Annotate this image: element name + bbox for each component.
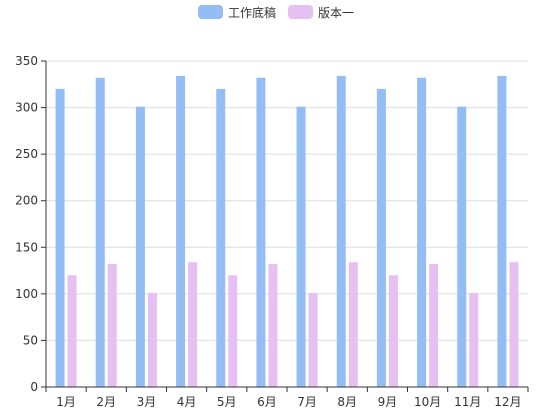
bar-series-1[interactable] [176,75,186,387]
bar-series-2[interactable] [429,264,439,387]
bar-series-2[interactable] [268,264,278,387]
x-tick-label: 5月 [217,395,237,409]
bar-series-1[interactable] [336,75,346,387]
bar-series-2[interactable] [509,262,519,387]
legend-swatch [198,5,223,19]
bar-series-2[interactable] [228,275,238,387]
bar-series-2[interactable] [308,292,318,387]
bar-series-1[interactable] [135,106,145,387]
bar-series-2[interactable] [348,262,358,387]
x-tick-label: 11月 [454,395,481,409]
y-tick-label: 200 [15,194,38,208]
legend-item-1[interactable]: 工作底稿 [198,5,276,20]
bar-series-2[interactable] [469,292,479,387]
x-tick-label: 10月 [414,395,441,409]
x-tick-label: 3月 [137,395,157,409]
bar-series-2[interactable] [107,264,117,387]
legend-label: 工作底稿 [228,5,276,20]
bar-series-1[interactable] [256,77,266,387]
x-tick-label: 1月 [56,395,76,409]
bar-series-1[interactable] [296,106,306,387]
x-tick-label: 4月 [177,395,197,409]
x-axis: 1月 2月 3月 4月 5月 6月 7月 8月 9月 10月 11月 12月 [45,386,529,409]
bar-series-2[interactable] [388,275,398,387]
bar-series-1[interactable] [55,88,65,387]
x-tick-label: 8月 [337,395,357,409]
bar-series-1[interactable] [457,106,467,387]
x-tick-label: 12月 [494,395,521,409]
grid-lines [46,60,528,341]
chart-legend[interactable]: 工作底稿 版本一 [198,5,354,20]
bar-series-1[interactable] [95,77,105,387]
bar-series-1[interactable] [216,88,226,387]
bar-series-2[interactable] [67,275,77,387]
x-tick-label: 6月 [257,395,277,409]
legend-item-2[interactable]: 版本一 [288,5,354,20]
bar-series-2[interactable] [147,292,157,387]
y-axis: 0 50 100 150 200 250 300 350 [15,54,47,394]
y-tick-label: 350 [15,54,38,68]
bar-series-1[interactable] [417,77,427,387]
y-tick-label: 100 [15,287,38,301]
y-tick-label: 50 [23,333,38,347]
bar-series-2[interactable] [188,262,198,387]
y-tick-label: 150 [15,240,38,254]
y-tick-label: 0 [30,380,38,394]
y-tick-label: 300 [15,101,38,115]
y-tick-label: 250 [15,147,38,161]
x-tick-label: 9月 [378,395,398,409]
bar-series-1[interactable] [376,88,386,387]
legend-label: 版本一 [318,6,354,20]
legend-swatch [288,5,313,19]
bar-series-1[interactable] [497,75,507,387]
x-tick-label: 7月 [297,395,317,409]
x-tick-label: 2月 [96,395,116,409]
bars-group [55,75,519,387]
